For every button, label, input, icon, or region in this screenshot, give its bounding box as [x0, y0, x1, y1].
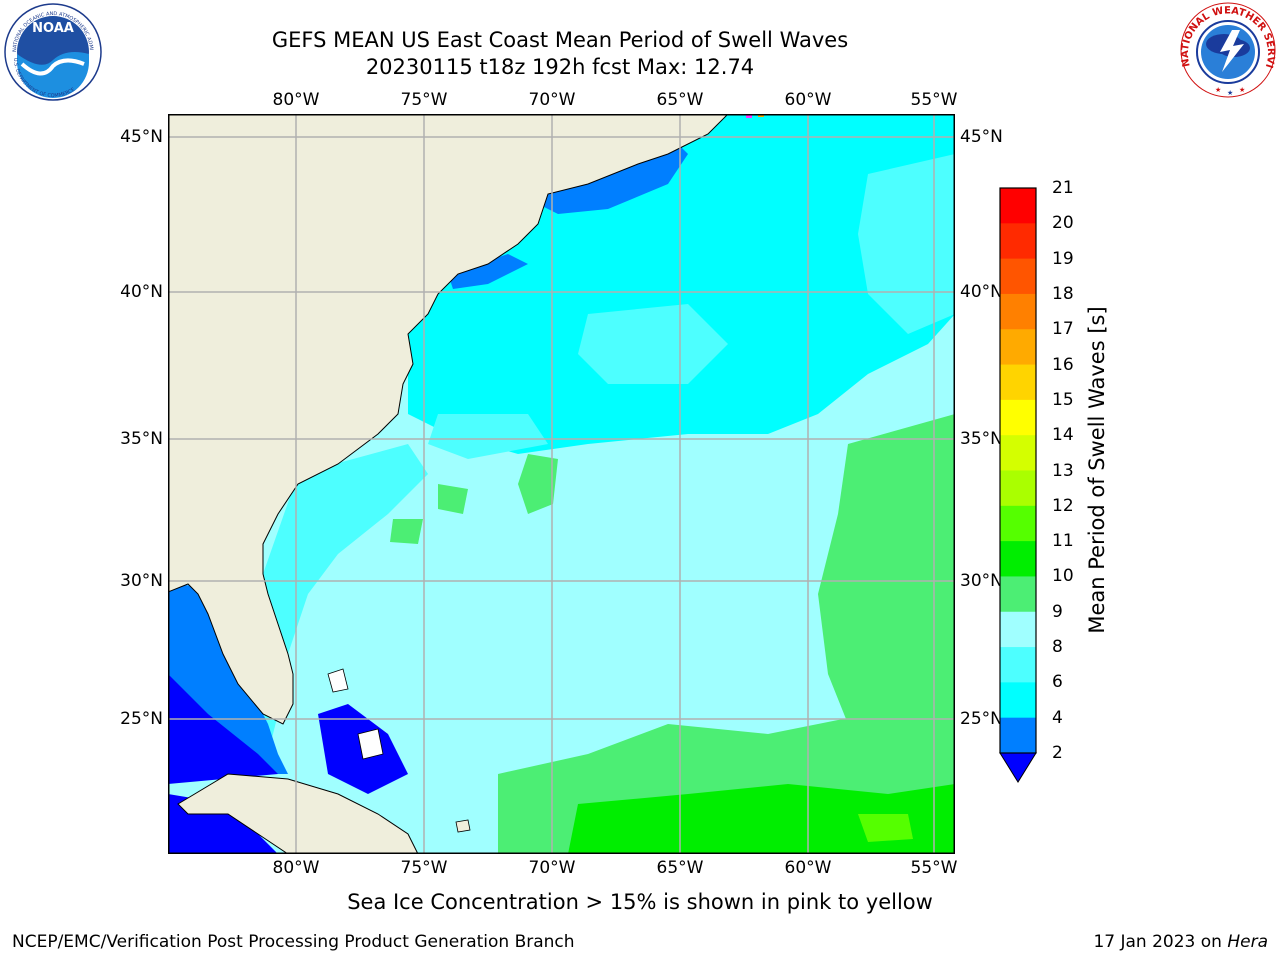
lon-tick-bottom: 55°W — [910, 858, 958, 878]
ocean-8s-patch — [578, 304, 728, 384]
colorbar-tick: 10 — [1052, 566, 1074, 587]
lon-tick-bottom: 75°W — [400, 858, 448, 878]
green-10s-patch — [390, 519, 423, 544]
lat-tick-right: 40°N — [960, 282, 1003, 302]
ocean-8s-coast — [258, 444, 428, 754]
colorbar-tick: 11 — [1052, 531, 1074, 552]
colorbar-tick: 21 — [1052, 178, 1074, 198]
colorbar-segment — [1000, 258, 1036, 295]
nws-logo: NATIONAL WEATHER SERVICE ★ ★ ★ — [1176, 0, 1276, 98]
colorbar-segment — [1000, 541, 1036, 577]
colorbar-under-triangle — [999, 752, 1037, 783]
lat-tick-right: 25°N — [960, 709, 1003, 729]
lat-tick-left: 30°N — [120, 571, 163, 591]
noaa-logo: NOAA NATIONAL OCEANIC AND ATMOSPHERIC AD… — [2, 2, 102, 101]
colorbar-label: Mean Period of Swell Waves [s] — [1085, 306, 1109, 634]
colorbar-segment — [1000, 435, 1036, 471]
lat-tick-right: 30°N — [960, 571, 1003, 591]
lat-tick-left: 45°N — [120, 127, 163, 147]
colorbar-tick: 9 — [1052, 601, 1063, 622]
ocean-8s-patch — [858, 154, 955, 334]
land-cuba — [177, 773, 419, 854]
graticule — [168, 114, 955, 854]
colorbar-segment — [1000, 717, 1036, 754]
green-12s-patch — [858, 814, 913, 842]
sea-ice-note: Sea Ice Concentration > 15% is shown in … — [347, 890, 933, 914]
lat-tick-right: 35°N — [960, 429, 1003, 449]
ocean-8s-patch — [428, 414, 548, 459]
colorbar-tick: 19 — [1052, 248, 1074, 269]
colorbar-segment — [1000, 188, 1036, 224]
lat-tick-left: 25°N — [120, 709, 163, 729]
lat-tick-left: 40°N — [120, 282, 163, 302]
lat-tick-right: 45°N — [960, 127, 1003, 147]
land-north-america — [168, 114, 729, 725]
colorbar-segment — [1000, 576, 1036, 613]
ocean-2s-gulf — [168, 674, 278, 784]
colorbar-tick: 16 — [1052, 354, 1074, 375]
colorbar-tick: 4 — [1052, 707, 1063, 728]
colorbar-segment — [1000, 329, 1036, 366]
green-10s-patch — [438, 484, 468, 514]
lon-tick-top: 65°W — [656, 90, 704, 110]
svg-text:★: ★ — [1215, 86, 1221, 94]
lon-tick-top: 60°W — [784, 90, 832, 110]
lon-tick-bottom: 80°W — [272, 858, 320, 878]
land-island — [357, 728, 384, 760]
colorbar-tick: 2 — [1052, 743, 1063, 763]
svg-text:★: ★ — [1227, 89, 1233, 97]
footer-host: Hera — [1227, 932, 1268, 952]
colorbar-border — [999, 187, 1037, 754]
chart-subtitle: 20230115 t18z 192h fcst Max: 12.74 — [365, 55, 755, 79]
colorbar-segment — [1000, 399, 1036, 436]
colorbar-tick: 13 — [1052, 460, 1074, 481]
lon-tick-bottom: 65°W — [656, 858, 704, 878]
lon-tick-bottom: 60°W — [784, 858, 832, 878]
colorbar-tick: 18 — [1052, 283, 1074, 304]
lon-tick-top: 55°W — [910, 90, 958, 110]
colorbar-tick: 17 — [1052, 319, 1074, 340]
land-island — [455, 819, 471, 833]
colorbar-segment — [1000, 611, 1036, 648]
green-11s-south — [568, 784, 955, 854]
colorbar-segment — [1000, 364, 1036, 401]
lon-tick-top: 75°W — [400, 90, 448, 110]
chart-title: GEFS MEAN US East Coast Mean Period of S… — [271, 28, 849, 52]
colorbar-segment — [1000, 505, 1036, 542]
swell-period-map — [168, 114, 955, 854]
lon-tick-bottom: 70°W — [528, 858, 576, 878]
svg-text:★: ★ — [1239, 86, 1245, 94]
colorbar-segment — [1000, 470, 1036, 507]
colorbar-tick: 14 — [1052, 425, 1074, 446]
colorbar — [999, 187, 1037, 783]
sea-ice-marker — [746, 114, 752, 118]
lon-tick-top: 80°W — [272, 90, 320, 110]
colorbar-tick: 20 — [1052, 213, 1074, 234]
lat-tick-left: 35°N — [120, 429, 163, 449]
colorbar-segment — [1000, 647, 1036, 683]
green-10s-patch — [518, 454, 558, 514]
lon-tick-top: 70°W — [528, 90, 576, 110]
colorbar-segment — [1000, 223, 1036, 260]
noaa-logo-text: NOAA — [32, 21, 74, 36]
ocean-4s-long-island — [448, 254, 528, 289]
colorbar-segment — [1000, 682, 1036, 719]
footer-date-text: 17 Jan 2023 on — [1093, 932, 1228, 952]
colorbar-tick: 6 — [1052, 672, 1063, 693]
footer-date: 17 Jan 2023 on Hera — [1093, 932, 1268, 952]
footer-branch: NCEP/EMC/Verification Post Processing Pr… — [12, 932, 575, 952]
colorbar-tick: 8 — [1052, 637, 1063, 658]
colorbar-segment — [1000, 293, 1036, 330]
land-island — [327, 668, 349, 693]
colorbar-tick: 12 — [1052, 495, 1074, 516]
map-border — [168, 114, 955, 854]
colorbar-tick: 15 — [1052, 389, 1074, 410]
